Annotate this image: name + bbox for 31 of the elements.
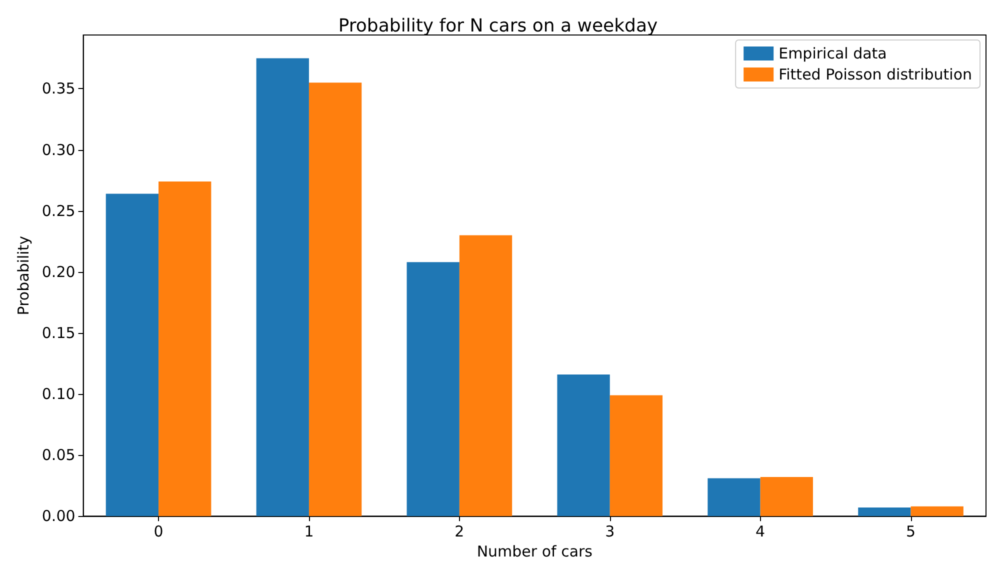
bar (256, 58, 309, 516)
x-tick-label: 2 (454, 522, 464, 541)
x-axis-title: Number of cars (476, 542, 593, 560)
bar (459, 235, 512, 516)
x-tick-label: 4 (756, 522, 766, 541)
y-tick-label: 0.35 (42, 80, 76, 98)
bar (858, 508, 911, 516)
y-tick-label: 0.10 (42, 384, 76, 403)
bar (158, 182, 212, 516)
bar (760, 477, 813, 516)
x-tick-label: 1 (304, 522, 314, 541)
y-axis-title: Probability (14, 236, 32, 316)
x-tick-label: 0 (154, 522, 164, 541)
y-tick-label: 0.30 (42, 140, 76, 159)
bar (406, 262, 460, 516)
bar (557, 374, 610, 516)
y-tick-label: 0.25 (42, 202, 76, 220)
bar (910, 506, 964, 516)
y-tick-label: 0.05 (42, 446, 76, 464)
y-tick-label: 0.20 (42, 262, 76, 281)
x-tick-label: 3 (605, 522, 615, 541)
bar (610, 395, 663, 516)
bar (308, 82, 362, 516)
legend-label: Empirical data (778, 44, 887, 62)
x-tick-label: 5 (906, 522, 916, 541)
legend-label: Fitted Poisson distribution (778, 66, 972, 84)
bar (708, 478, 760, 516)
y-tick-label: 0.15 (42, 324, 76, 342)
chart-title: Probability for N cars on a weekday (338, 16, 658, 36)
bar (106, 194, 159, 516)
y-tick-label: 0.00 (42, 507, 76, 526)
